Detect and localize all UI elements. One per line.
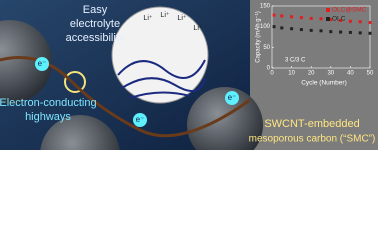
point [329,18,333,22]
top-text: Easy [83,4,108,16]
point [272,25,276,29]
annotation: 3 C/3 C [285,58,306,64]
point [358,31,362,35]
point [290,27,294,31]
sem-background [250,0,378,150]
x-tick-label: 10 [288,71,295,77]
particle [0,20,52,104]
point [348,19,352,23]
e-label: e⁻ [136,115,145,124]
point [299,28,303,32]
point [339,30,343,34]
point [339,18,343,22]
electron [133,113,147,127]
x-tick-label: 30 [327,71,334,77]
pores [117,59,206,99]
point [348,30,352,34]
e-label: e⁻ [38,59,47,68]
material-text: SWCNT-embedded [264,118,359,130]
legend-label: OLC [332,16,346,23]
top-text: electrolyte [70,18,120,30]
top-text: accessibility [66,32,125,44]
li-label: Li⁺ [160,12,169,19]
x-tick-label: 20 [308,71,315,77]
point [319,29,323,33]
highway-text: Electron-conducting [0,97,97,109]
legend-swatch [326,8,330,12]
li-label: Li⁺ [193,25,202,32]
x-tick-label: 50 [367,71,374,77]
zoom-ring [64,71,86,93]
plot-frame [271,5,371,69]
graphical-abstract: Easy electrolyte accessibility Electron-… [0,0,378,150]
legend-swatch [326,17,330,21]
point [358,20,362,24]
li-label: Li⁺ [143,15,152,22]
y-tick-label: 150 [260,4,271,10]
li-label: Li⁺ [177,15,186,22]
point [280,26,284,30]
point [368,21,372,25]
point [309,16,313,20]
particle [40,115,120,150]
electron [225,91,239,105]
x-tick-label: 0 [270,71,274,77]
point [309,28,313,32]
pore-zoom [111,6,209,104]
highway-text: highways [25,111,71,123]
point [290,15,294,19]
legend-label: OLC@SMC [332,7,367,14]
point [280,14,284,18]
x-axis-label: Cycle (Number) [301,80,347,87]
x-tick-label: 40 [347,71,354,77]
y-tick-label: 50 [263,45,270,51]
point [319,17,323,21]
y-tick-label: 0 [267,66,271,72]
point [272,13,276,17]
point [329,30,333,34]
y-tick-label: 100 [260,24,271,30]
e-label: e⁻ [228,93,237,102]
electron [35,57,49,71]
point [299,16,303,20]
y-axis-label: Capacity (mAh g⁻¹) [256,11,262,63]
point [368,31,372,35]
material-text: mesoporous carbon (“SMC”) [249,134,376,145]
